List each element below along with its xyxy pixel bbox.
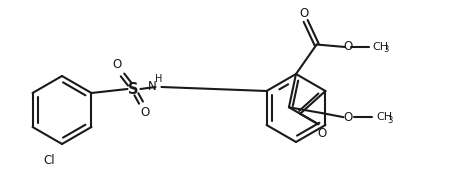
Text: CH: CH (373, 42, 389, 52)
Text: S: S (128, 81, 139, 97)
Text: O: O (343, 40, 352, 53)
Text: H: H (155, 74, 162, 84)
Text: 3: 3 (384, 45, 389, 54)
Text: N: N (148, 81, 157, 94)
Text: Cl: Cl (43, 154, 55, 167)
Text: CH: CH (376, 112, 393, 122)
Text: 3: 3 (387, 116, 393, 125)
Text: O: O (141, 106, 150, 119)
Text: O: O (344, 111, 353, 124)
Text: O: O (299, 7, 308, 20)
Text: O: O (113, 59, 122, 71)
Text: O: O (318, 127, 327, 140)
